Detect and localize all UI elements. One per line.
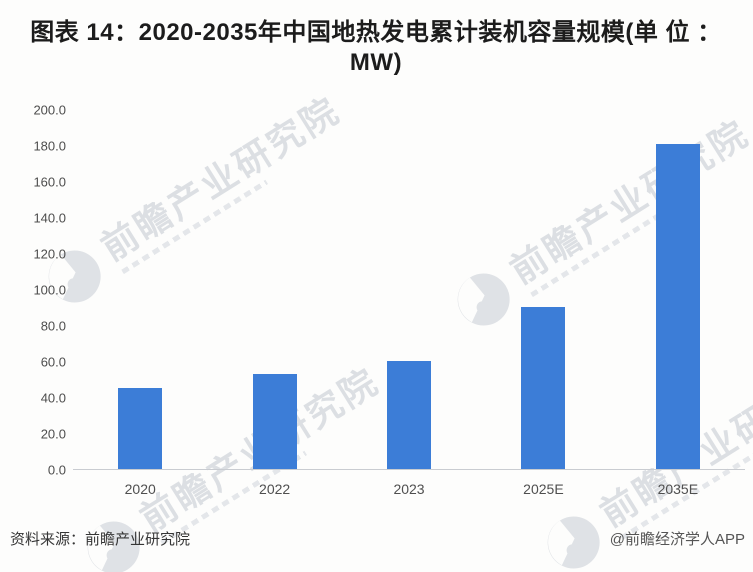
y-tick-140.0: 140.0 [33,210,66,226]
y-tick-100.0: 100.0 [33,282,66,298]
y-tick-40.0: 40.0 [40,390,66,406]
bar-2025E [521,307,566,469]
credit-text: @前瞻经济学人APP [609,531,745,548]
bar-slot-2022: 2022 [207,110,341,497]
y-tick-160.0: 160.0 [33,174,66,190]
bar-2020 [118,388,163,469]
source-text: 资料来源：前瞻产业研究院 [10,531,191,548]
y-tick-20.0: 20.0 [40,426,66,442]
bar-slot-2025E: 2025E [476,110,610,497]
y-tick-120.0: 120.0 [33,246,66,262]
plot-area: 2020 2022 2023 2025E 2035E [73,110,745,497]
y-tick-60.0: 60.0 [40,354,66,370]
bar-2023 [387,361,432,469]
footer: 资料来源：前瞻产业研究院 @前瞻经济学人APP [10,528,745,549]
y-axis: 0.0 20.0 40.0 60.0 80.0 100.0 120.0 140.0 160.0 1… [0,103,66,478]
x-tick-2035E: 2035E [657,481,699,497]
y-tick-0.0: 0.0 [47,462,66,478]
x-tick-2025E: 2025E [523,481,564,497]
x-tick-2022: 2022 [259,481,291,497]
bar-slot-2020: 2020 [73,110,207,497]
y-tick-180.0: 180.0 [33,138,66,154]
chart-title: 图表 14：2020-2035年中国地热发电累计装机容量规模(单 位 ：MW) [30,19,722,76]
bar-slot-2035E: 2035E [611,110,745,497]
x-tick-2023: 2023 [393,481,425,497]
y-tick-80.0: 80.0 [40,318,66,334]
y-tick-200.0: 200.0 [33,102,66,118]
bar-2035E [655,144,700,469]
bar-slot-2023: 2023 [342,110,476,497]
bar-2022 [252,373,297,469]
x-tick-2020: 2020 [124,481,156,497]
